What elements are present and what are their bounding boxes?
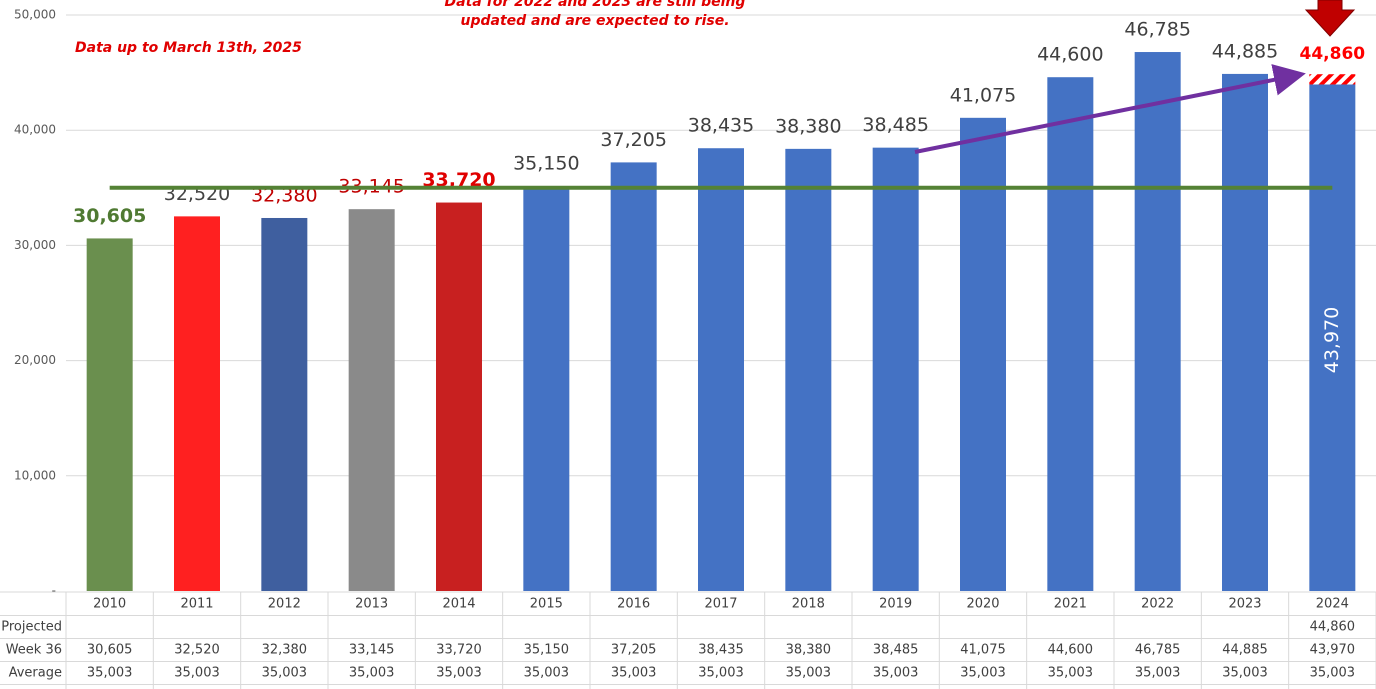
data-table: 2010 2011 2012 2013 2014 2015 2016 2017 2018 2019…: [0, 591, 1376, 689]
table-cell: 35,003: [611, 666, 657, 681]
x-tick-label: 2022: [1141, 597, 1174, 612]
data-label: 30,605: [73, 205, 146, 227]
table-cell: 38,380: [786, 643, 832, 658]
table-cell: 35,003: [262, 666, 308, 681]
data-label: 32,380: [251, 184, 317, 206]
bar: [174, 216, 220, 591]
projected-bar: [1309, 74, 1356, 85]
x-tick-label: 2018: [792, 597, 825, 612]
legend-label: Projected: [1, 620, 62, 635]
bar: [1222, 73, 1268, 591]
x-tick-label: 2019: [879, 597, 912, 612]
data-label: 38,435: [688, 115, 754, 137]
table-cell: 35,003: [786, 666, 832, 681]
legend-label: Week 36: [6, 643, 62, 658]
bar: [872, 147, 919, 591]
y-tick-label: 40,000: [14, 123, 56, 137]
table-cell: 38,485: [873, 643, 919, 658]
y-tick-label: 30,000: [14, 238, 56, 252]
bar: [86, 238, 133, 591]
trend-arrow: [914, 64, 1306, 154]
table-cell: 44,885: [1222, 643, 1268, 658]
data-label: 38,380: [775, 115, 841, 137]
data-label: 43,970: [1321, 307, 1343, 373]
table-cell: 35,003: [960, 666, 1006, 681]
annotation: Data for 2022 and 2023 are still being: [445, 0, 746, 10]
y-tick-label: -: [52, 584, 56, 598]
table-cell: 35,003: [524, 666, 570, 681]
annotation: updated and are expected to rise.: [460, 13, 729, 29]
bar: [960, 117, 1006, 591]
table-cell: 35,003: [698, 666, 744, 681]
bar: [1309, 84, 1356, 591]
data-label: 41,075: [950, 84, 1016, 106]
bar: [785, 148, 832, 591]
x-tick-label: 2011: [180, 597, 213, 612]
x-tick-label: 2014: [442, 597, 475, 612]
x-tick-label: 2013: [355, 597, 388, 612]
table-cell: 44,860: [1310, 620, 1356, 635]
data-label: 38,485: [862, 114, 928, 136]
table-cell: 35,003: [1222, 666, 1268, 681]
table-cell: 35,003: [1310, 666, 1356, 681]
table-cell: 32,380: [262, 643, 308, 658]
x-tick-label: 2020: [966, 597, 999, 612]
table-cell: 32,520: [174, 643, 220, 658]
table-cell: 33,720: [436, 643, 482, 658]
bar: [610, 162, 657, 591]
data-label: 44,860: [1300, 44, 1366, 64]
y-tick-label: 50,000: [14, 8, 56, 22]
data-label: 44,600: [1037, 44, 1103, 66]
table-cell: 46,785: [1135, 643, 1181, 658]
table-cell: 38,435: [698, 643, 744, 658]
bar: [523, 186, 570, 591]
table-cell: 35,003: [1048, 666, 1094, 681]
table-cell: 35,003: [174, 666, 220, 681]
table-cell: 41,075: [960, 643, 1006, 658]
x-tick-label: 2017: [704, 597, 737, 612]
x-tick-label: 2021: [1054, 597, 1087, 612]
data-label: 35,150: [513, 153, 579, 175]
y-tick-label: 10,000: [14, 468, 56, 482]
legend-label: Average: [9, 666, 62, 681]
bar: [436, 202, 482, 591]
table-cell: 44,600: [1048, 643, 1094, 658]
table-cell: 43,970: [1310, 643, 1356, 658]
table-cell: 37,205: [611, 643, 657, 658]
down-arrow: [1304, 0, 1356, 37]
x-tick-label: 2010: [93, 597, 126, 612]
table-cell: 35,003: [349, 666, 395, 681]
x-tick-label: 2016: [617, 597, 650, 612]
table-cell: 35,150: [524, 643, 570, 658]
data-label: 44,885: [1212, 40, 1278, 62]
table-cell: 35,003: [87, 666, 133, 681]
data-label: 46,785: [1124, 19, 1190, 41]
table-cell: 35,003: [436, 666, 482, 681]
data-label: 37,205: [600, 129, 666, 151]
x-tick-label: 2012: [268, 597, 301, 612]
bar: [1134, 52, 1181, 591]
table-cell: 35,003: [1135, 666, 1181, 681]
table-cell: 30,605: [87, 643, 133, 658]
y-tick-label: 20,000: [14, 353, 56, 367]
x-tick-label: 2015: [530, 597, 563, 612]
bar: [698, 148, 744, 591]
data-label: 33,720: [422, 169, 495, 191]
bar: [348, 209, 395, 591]
bar: [1047, 77, 1094, 591]
bar: [261, 217, 308, 591]
table-cell: 35,003: [873, 666, 919, 681]
x-tick-label: 2023: [1228, 597, 1261, 612]
table-cell: 33,145: [349, 643, 395, 658]
x-tick-label: 2024: [1316, 597, 1349, 612]
annotation: Data up to March 13th, 2025: [75, 40, 302, 56]
